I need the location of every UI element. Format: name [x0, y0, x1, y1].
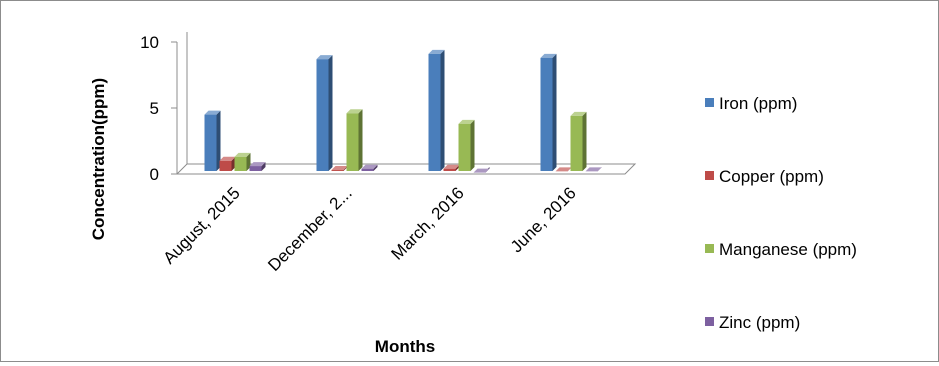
bar	[361, 164, 378, 171]
bar-top-face	[249, 162, 266, 167]
bar-side-face	[328, 55, 333, 171]
bar-front-face	[443, 168, 456, 171]
bar-top-face	[540, 53, 557, 58]
bar	[570, 111, 587, 171]
y-axis-title: Concentration(ppm)	[89, 78, 108, 240]
legend-item: Copper (ppm)	[705, 167, 824, 186]
bar-side-face	[470, 119, 475, 171]
legend-label: Iron (ppm)	[719, 94, 797, 113]
bar-side-face	[582, 111, 587, 171]
legend-item: Zinc (ppm)	[705, 313, 800, 332]
bar	[540, 53, 557, 172]
bar-front-face	[249, 166, 262, 171]
y-tick-label: 10	[140, 33, 159, 52]
bar	[458, 119, 475, 171]
bar-top-face	[458, 119, 475, 124]
bar-front-face	[361, 168, 374, 171]
bar	[346, 109, 363, 171]
x-tick-label: August, 2015	[160, 183, 244, 267]
bar-front-face	[204, 114, 217, 171]
legend-swatch	[705, 244, 714, 253]
bar-side-face	[261, 162, 266, 171]
bar-top-face	[204, 110, 221, 115]
bar-front-face	[331, 170, 344, 171]
bar-front-face	[570, 115, 583, 171]
bar-front-face	[346, 113, 359, 171]
bar-front-face	[428, 53, 441, 171]
axis-layer	[171, 32, 637, 175]
bar	[316, 55, 333, 171]
bar-front-face	[219, 160, 232, 171]
bar	[234, 152, 251, 171]
bar-front-face	[458, 123, 471, 171]
bar-top-face	[570, 111, 587, 116]
bar	[428, 49, 445, 171]
bar-side-face	[216, 110, 221, 171]
y-tick-label: 0	[150, 165, 159, 184]
legend-label: Zinc (ppm)	[719, 313, 800, 332]
bars-layer	[204, 49, 602, 173]
bar	[585, 167, 602, 172]
x-tick-label: March, 2016	[388, 183, 468, 263]
chart-floor	[175, 163, 637, 175]
bar-top-face	[473, 168, 490, 173]
y-tick-label: 5	[150, 99, 159, 118]
legend-label: Copper (ppm)	[719, 167, 824, 186]
bar	[249, 162, 266, 171]
bar-top-face	[346, 109, 363, 114]
legend-swatch	[705, 171, 714, 180]
bar-side-face	[552, 53, 557, 172]
x-tick-label: December, 2...	[264, 183, 356, 275]
bar-top-face	[428, 49, 445, 54]
bar-top-face	[555, 167, 572, 172]
bar	[219, 156, 236, 171]
bar-top-face	[316, 55, 333, 60]
bar-front-face	[234, 156, 247, 171]
x-tick-label: June, 2016	[507, 183, 580, 256]
legend-item: Iron (ppm)	[705, 94, 797, 113]
bar-front-face	[540, 57, 553, 172]
legend-swatch	[705, 317, 714, 326]
bar	[473, 167, 490, 173]
legend-swatch	[705, 98, 714, 107]
bar-side-face	[373, 164, 378, 171]
bar-top-face	[331, 166, 348, 171]
bar	[204, 110, 221, 171]
bar-side-face	[358, 109, 363, 171]
bar-top-face	[219, 156, 236, 161]
bar-top-face	[361, 164, 378, 169]
bar-top-face	[443, 164, 460, 169]
bar-top-face	[234, 152, 251, 157]
bar-front-face	[316, 59, 329, 171]
bar-side-face	[440, 49, 445, 171]
x-axis-title: Months	[375, 337, 435, 356]
legend-label: Manganese (ppm)	[719, 240, 857, 259]
bar-top-face	[585, 167, 602, 172]
legend-item: Manganese (ppm)	[705, 240, 857, 259]
legend: Iron (ppm) Copper (ppm) Manganese (ppm) Zin…	[705, 94, 857, 332]
